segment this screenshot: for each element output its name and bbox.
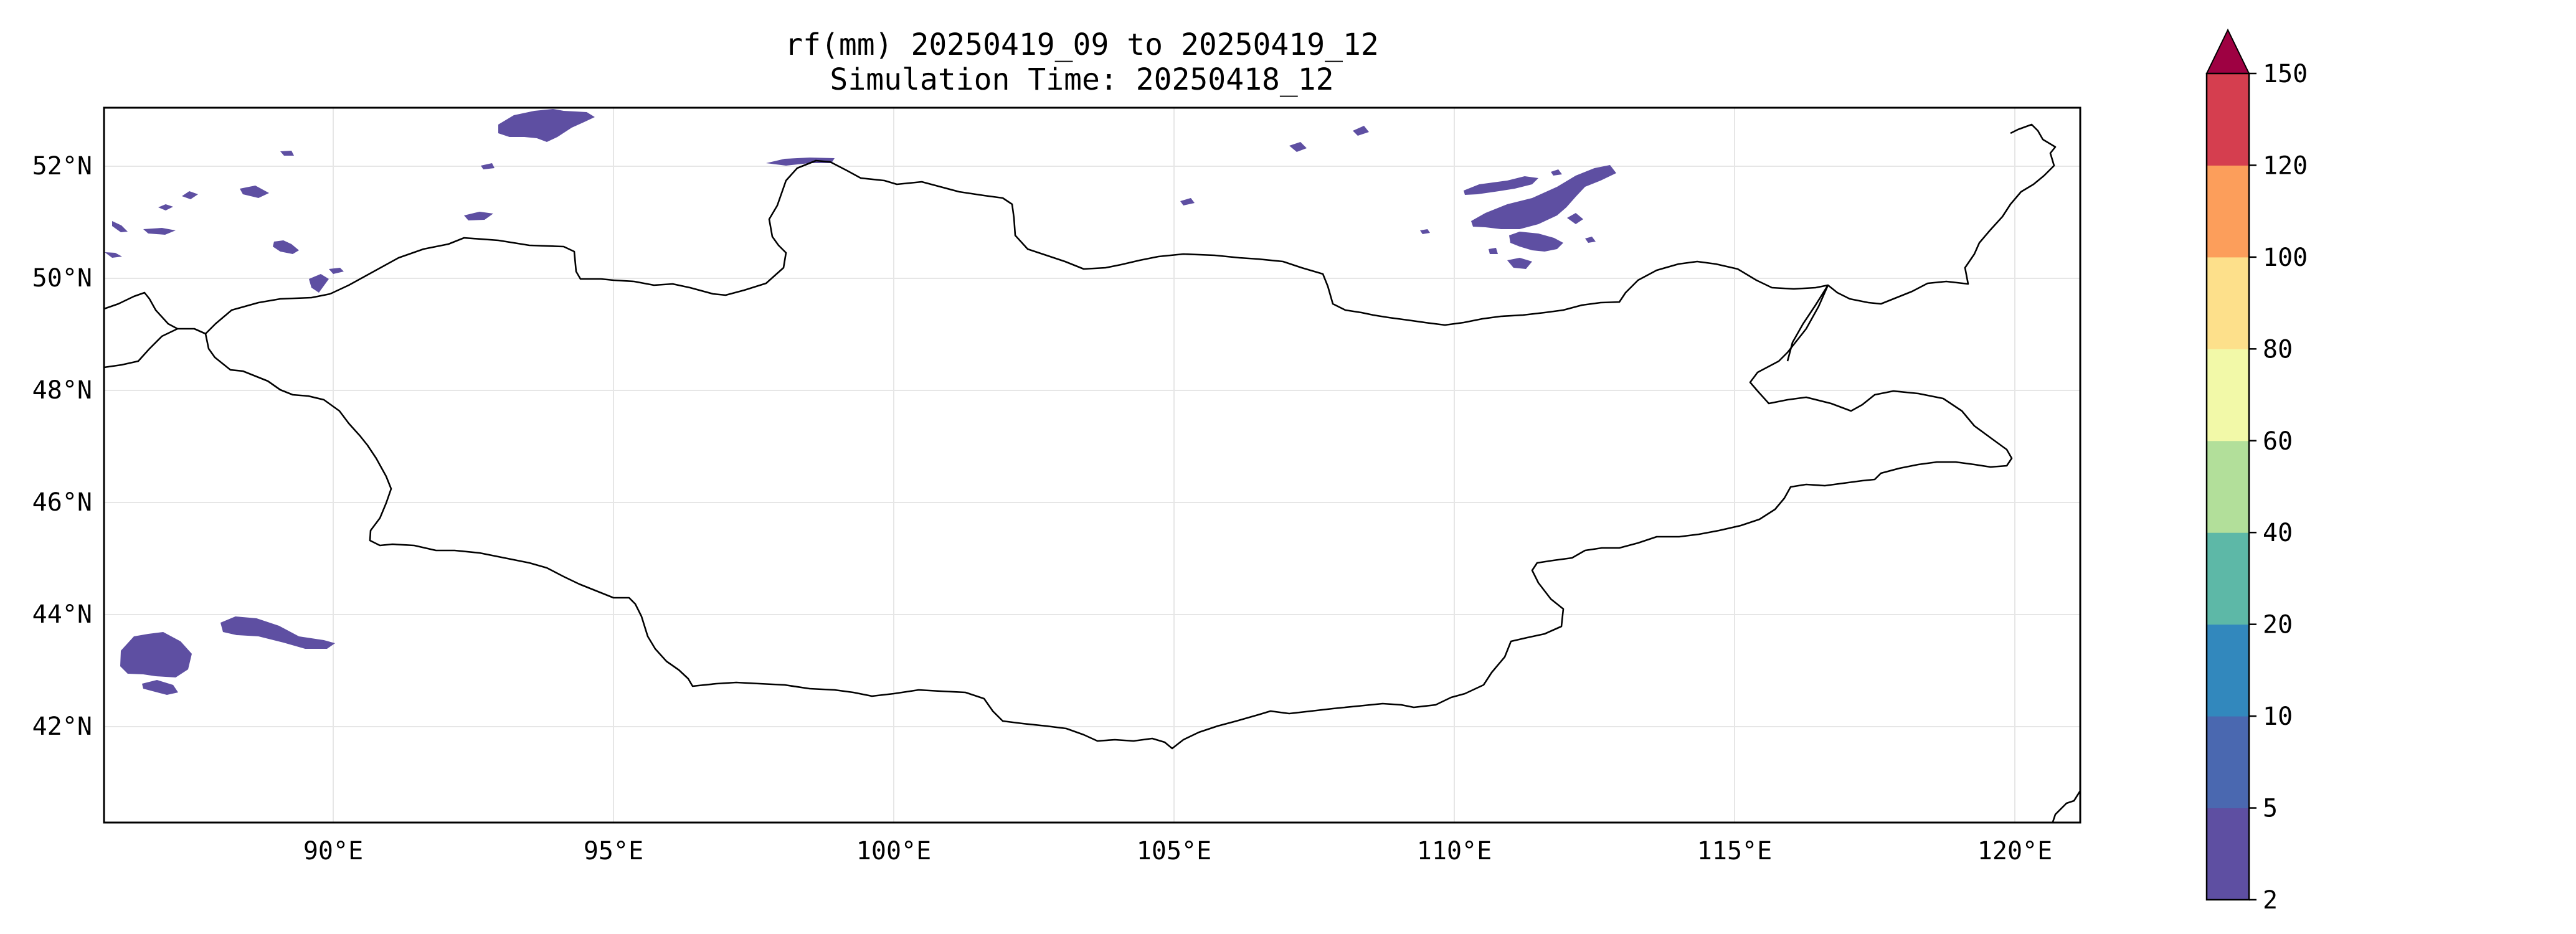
precip-area-northeast-5 <box>1551 169 1562 176</box>
colorbar-tick-label: 20 <box>2263 611 2293 639</box>
precip-area-northwest-2 <box>273 240 299 254</box>
russia-china-coast-fragment <box>2052 790 2081 823</box>
y-axis: 52°N 50°N 48°N 46°N 44°N 42°N <box>32 152 92 741</box>
precip-area-northwest-5 <box>464 212 493 220</box>
precipitation-areas <box>105 109 1616 695</box>
colorbar-segment <box>2207 440 2249 533</box>
map-panel: 90°E 95°E 100°E 105°E 110°E 115°E 120°E … <box>32 106 2081 866</box>
precip-area-northwest-12 <box>280 151 294 156</box>
precip-area-northeast-6 <box>1289 142 1307 152</box>
map-background <box>104 108 2080 823</box>
mongolia-border <box>329 123 2057 326</box>
x-tick-label-110: 110°E <box>1417 837 1492 866</box>
precip-area-northwest-11 <box>766 158 835 166</box>
colorbar-segment <box>2207 165 2249 258</box>
precip-area-northeast-9 <box>1489 248 1498 254</box>
precip-area-northwest-4 <box>143 228 176 235</box>
y-tick-label-50: 50°N <box>32 264 92 293</box>
precip-area-west-large <box>120 632 192 677</box>
x-tick-label-95: 95°E <box>584 837 643 866</box>
y-tick-label-44: 44°N <box>32 600 92 629</box>
x-tick-label-115: 115°E <box>1697 837 1772 866</box>
colorbar-tick-label: 2 <box>2263 886 2278 915</box>
precip-area-northeast-8 <box>1507 258 1532 269</box>
precip-area-northeast-12 <box>1585 237 1596 243</box>
colorbar-outline <box>2205 72 2250 901</box>
precip-area-northeast-2 <box>1471 165 1616 229</box>
y-tick-label-46: 46°N <box>32 488 92 517</box>
precip-area-northwest-8 <box>158 204 173 210</box>
colorbar-segment <box>2207 624 2249 717</box>
y-tick-label-48: 48°N <box>32 376 92 405</box>
kazakhstan-china-border <box>103 328 178 369</box>
colorbar-tick-label: 60 <box>2263 427 2293 456</box>
colorbar-segment <box>2207 532 2249 625</box>
precip-area-northeast-7 <box>1353 126 1369 136</box>
x-tick-label-100: 100°E <box>856 837 931 866</box>
colorbar-segment <box>2207 257 2249 349</box>
precip-area-northeast-1 <box>1464 176 1538 195</box>
plot-title-line1: rf(mm) 20250419_09 to 20250419_12 <box>785 27 1379 62</box>
mongolia-east-border <box>204 285 2013 750</box>
precip-area-northwest-1 <box>498 109 595 142</box>
colorbar-segment <box>2207 349 2249 441</box>
plot-title-line2: Simulation Time: 20250418_12 <box>830 62 1333 97</box>
map-frame <box>103 106 2081 824</box>
colorbar-tick-label: 120 <box>2263 151 2308 180</box>
colorbar-segment <box>2207 808 2249 900</box>
country-borders <box>103 123 2081 823</box>
colorbar-tick-label: 10 <box>2263 702 2293 731</box>
colorbar-extend-arrow <box>2205 28 2250 74</box>
kazakhstan-russia-border <box>103 291 206 335</box>
colorbar-segment <box>2207 73 2249 166</box>
colorbar-tick-label: 100 <box>2263 243 2308 272</box>
x-tick-label-120: 120°E <box>1977 837 2052 866</box>
precip-area-northeast-4 <box>1567 213 1583 224</box>
precip-area-northwest-13 <box>481 163 495 169</box>
china-northeast-border <box>1786 285 1829 362</box>
precip-area-northwest-9 <box>309 274 329 293</box>
precip-area-west-small <box>142 680 178 695</box>
x-axis: 90°E 95°E 100°E 105°E 110°E 115°E 120°E <box>303 837 2052 866</box>
colorbar-tick-label: 80 <box>2263 335 2293 364</box>
precip-area-northeast-3 <box>1509 232 1563 252</box>
precip-area-northwest-3 <box>112 221 128 232</box>
precip-area-northwest-10 <box>329 268 344 274</box>
colorbar: 2 5 10 20 40 60 80 100 120 150 <box>2205 28 2308 915</box>
precip-area-west-band <box>220 616 335 649</box>
precip-area-northwest-14 <box>105 252 122 258</box>
x-tick-label-90: 90°E <box>303 837 363 866</box>
precip-area-northeast-11 <box>1180 198 1195 205</box>
y-tick-label-42: 42°N <box>32 712 92 741</box>
gridlines <box>104 108 2080 823</box>
precip-area-northeast-10 <box>1420 229 1430 234</box>
y-tick-label-52: 52°N <box>32 152 92 181</box>
x-tick-label-105: 105°E <box>1137 837 1211 866</box>
colorbar-tick-label: 150 <box>2263 60 2308 88</box>
colorbar-segment <box>2207 716 2249 809</box>
precip-area-northwest-7 <box>182 191 198 199</box>
colorbar-tick-label: 5 <box>2263 795 2278 823</box>
colorbar-tick-label: 40 <box>2263 519 2293 547</box>
precip-area-northwest-6 <box>240 186 269 198</box>
